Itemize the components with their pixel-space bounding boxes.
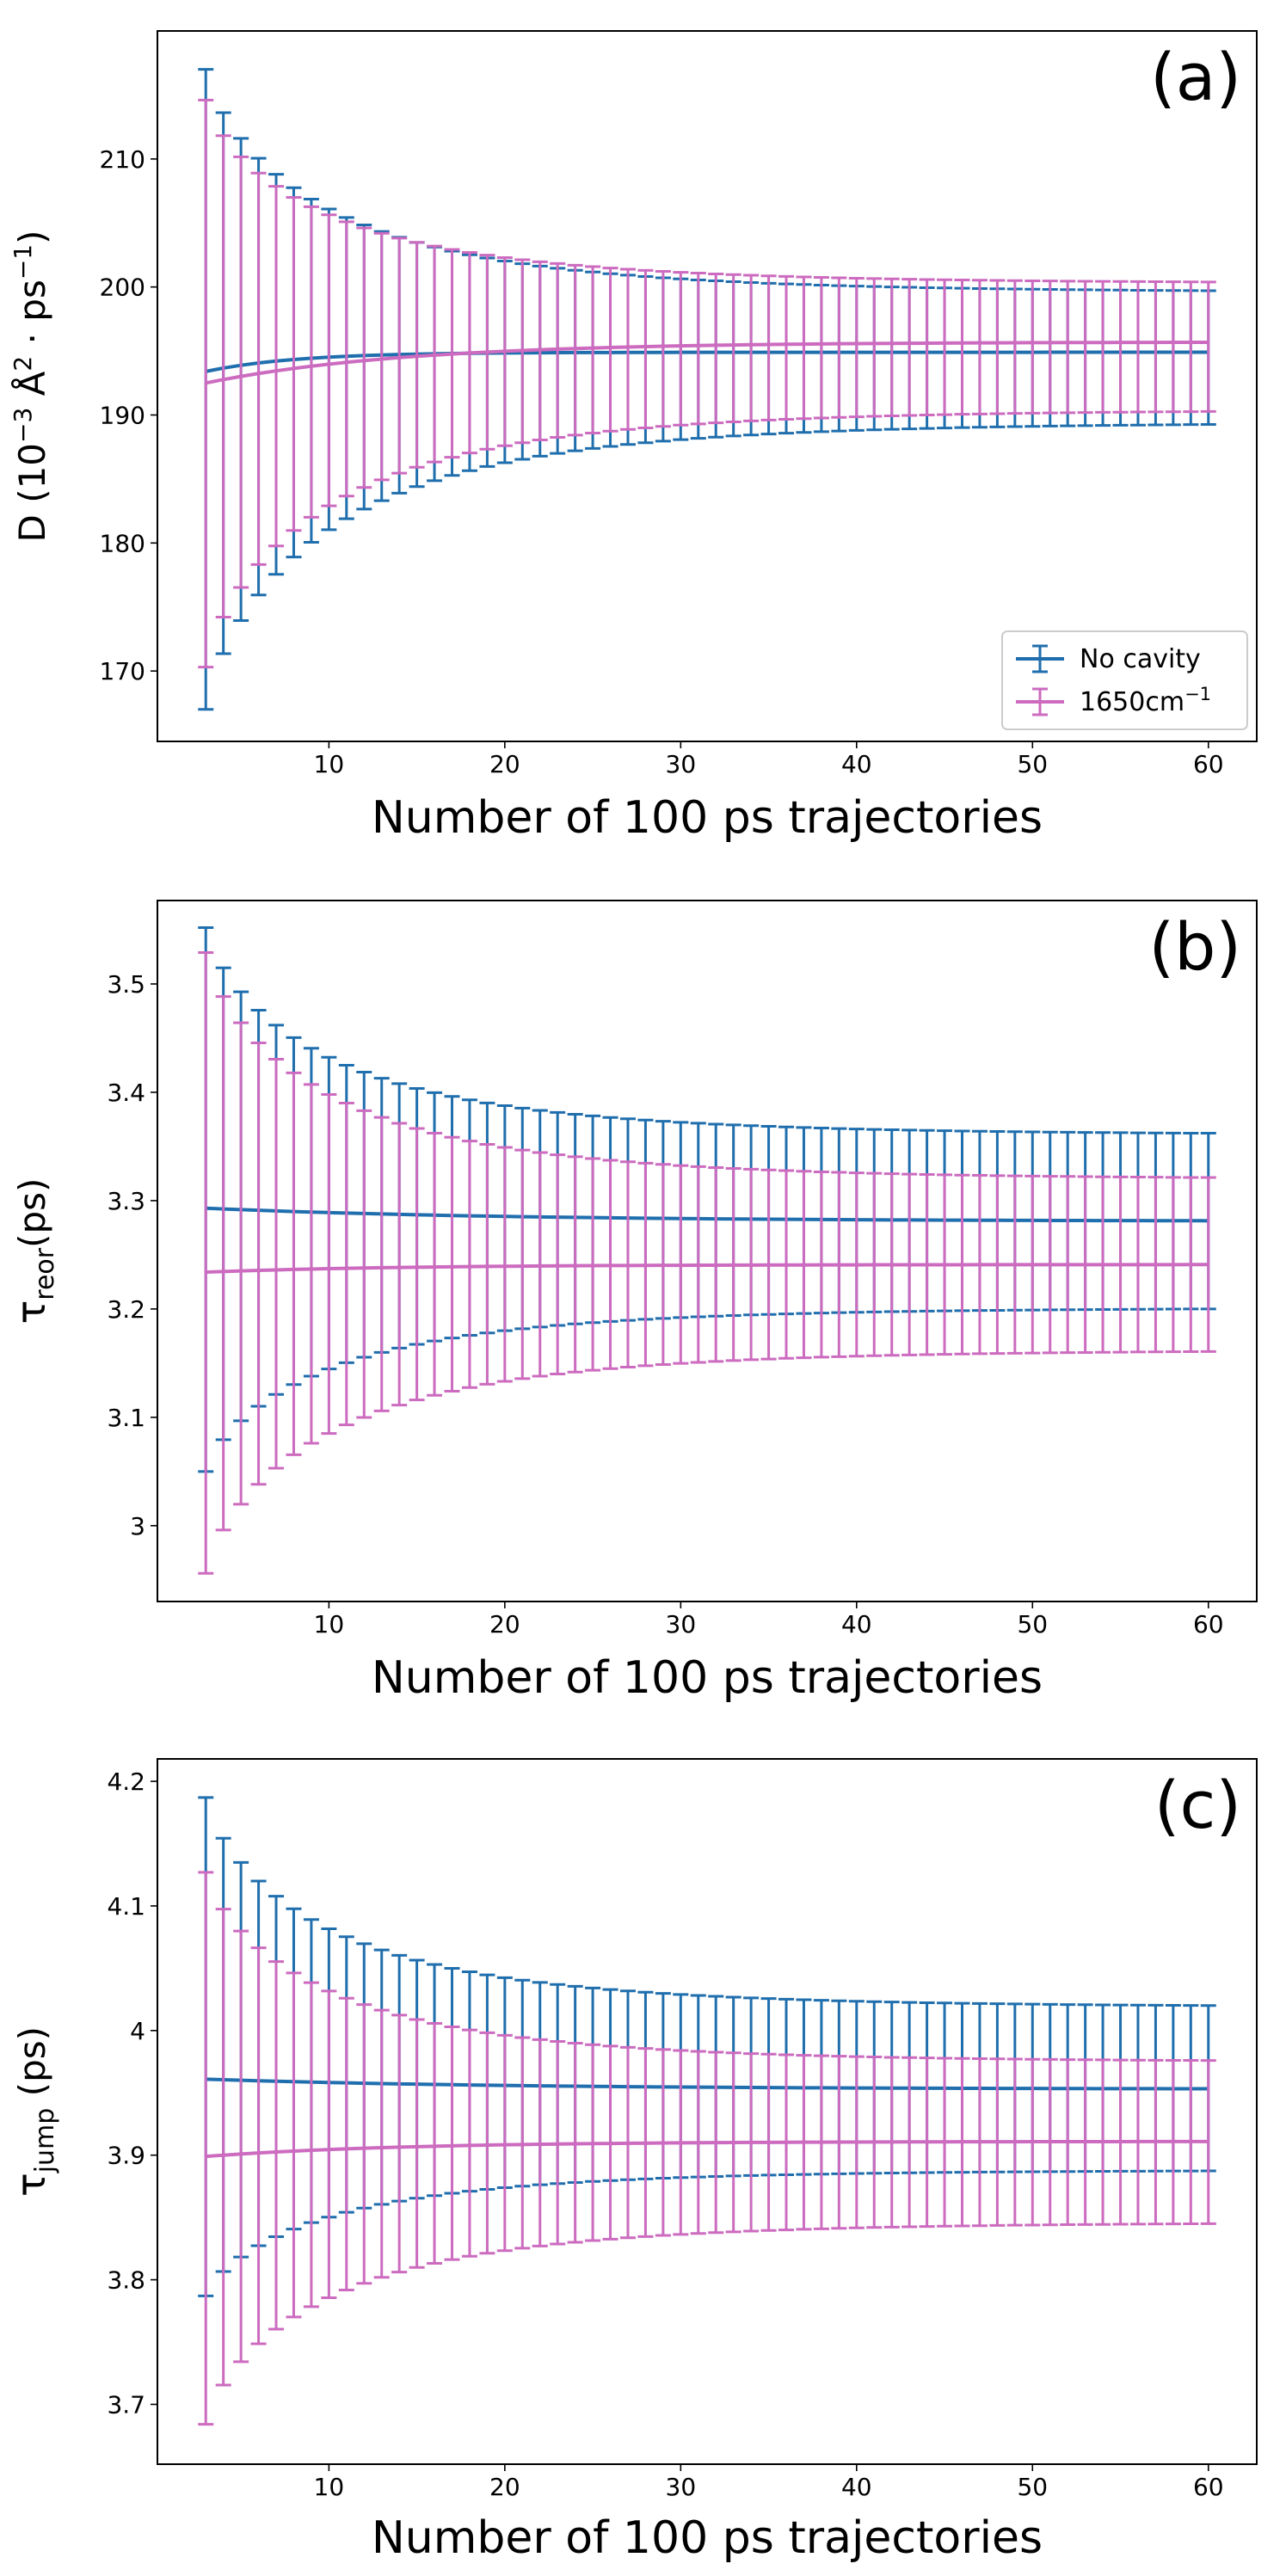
x-tick-label: 40: [841, 1610, 872, 1638]
x-tick-label: 60: [1193, 1610, 1224, 1638]
y-tick-label: 3: [130, 1512, 145, 1540]
x-tick-label: 20: [489, 2473, 520, 2501]
mean-line: [206, 1263, 1209, 1275]
x-axis-label: Number of 100 ps trajectories: [372, 792, 1043, 844]
y-tick-label: 180: [100, 529, 145, 557]
x-tick-label: 50: [1017, 750, 1048, 778]
x-axis-label: Number of 100 ps trajectories: [372, 1652, 1043, 1704]
legend-entry: 1650cm−1: [1016, 684, 1211, 717]
mean-line: [206, 2077, 1209, 2091]
panel-label: (c): [1154, 1767, 1241, 1843]
legend: No cavity 1650cm−1: [1001, 630, 1248, 730]
chart-panel-b: 10 20 30 40 50 60 3 3.1 3.2 3.3 3.4 3.5 Number of 10…: [8, 900, 1258, 1704]
series-1650cm: [198, 1871, 1216, 2426]
x-tick-label: 20: [489, 750, 520, 778]
series-1650cm: [198, 950, 1216, 1575]
mean-line: [205, 340, 1209, 385]
x-tick-label: 40: [841, 750, 872, 778]
panel-label: (a): [1150, 39, 1241, 115]
plot-frame: [157, 30, 1258, 742]
y-tick-label: 200: [100, 274, 145, 302]
legend-box: [1001, 630, 1248, 730]
y-tick-label: 3.7: [107, 2390, 145, 2419]
x-tick-label: 50: [1017, 2473, 1048, 2501]
x-tick-label: 60: [1193, 2473, 1224, 2501]
y-tick-label: 3.2: [107, 1295, 145, 1324]
series-no-cavity: [198, 68, 1216, 711]
x-tick-label: 40: [841, 2473, 872, 2501]
y-axis-label: τjump (ps): [8, 2026, 60, 2197]
x-tick-label: 60: [1193, 750, 1224, 778]
plot-frame: [157, 900, 1258, 1602]
y-tick-label: 3.9: [107, 2142, 145, 2170]
y-tick-label: 4.2: [107, 1768, 145, 1796]
x-tick-label: 50: [1017, 1610, 1048, 1638]
x-tick-label: 10: [314, 2473, 345, 2501]
y-axis-label: τreor(ps): [8, 1178, 60, 1325]
x-tick-label: 30: [666, 2473, 697, 2501]
chart-panel-a: 10 20 30 40 50 60 170 180 190 200 210 Number of 100…: [9, 30, 1258, 844]
panel-label: (b): [1148, 908, 1241, 985]
y-tick-label: 3.8: [107, 2266, 145, 2295]
legend-label: No cavity: [1080, 644, 1201, 674]
series-no-cavity: [198, 925, 1216, 1473]
y-tick-label: 4.1: [107, 1892, 145, 1921]
legend-label: 1650cm−1: [1080, 684, 1211, 717]
y-axis-label: D (10−3 Å2 · ps−1): [9, 231, 53, 543]
series-1650cm: [198, 98, 1216, 669]
x-tick-label: 10: [314, 750, 345, 778]
series-no-cavity: [198, 1796, 1216, 2297]
x-axis-label: Number of 100 ps trajectories: [372, 2512, 1043, 2564]
mean-line: [205, 350, 1209, 373]
chart-panel-c: 10 20 30 40 50 60 3.7 3.8 3.9 4 4.1 4.2 Number of 10…: [8, 1758, 1258, 2564]
x-tick-label: 30: [666, 750, 697, 778]
mean-line: [206, 1206, 1209, 1223]
y-tick-label: 210: [100, 145, 145, 174]
plot-frame: [157, 1758, 1258, 2465]
y-tick-label: 170: [100, 657, 145, 685]
y-tick-label: 3.4: [107, 1079, 145, 1107]
y-tick-label: 190: [100, 401, 145, 429]
x-tick-label: 30: [666, 1610, 697, 1638]
y-tick-label: 4: [130, 2017, 145, 2045]
y-tick-label: 3.1: [107, 1404, 145, 1432]
y-tick-label: 3.5: [107, 970, 145, 999]
x-tick-label: 20: [489, 1610, 520, 1638]
y-tick-label: 3.3: [107, 1187, 145, 1215]
x-tick-label: 10: [314, 1610, 345, 1638]
legend-entry: No cavity: [1016, 644, 1201, 674]
mean-line: [206, 2139, 1209, 2159]
